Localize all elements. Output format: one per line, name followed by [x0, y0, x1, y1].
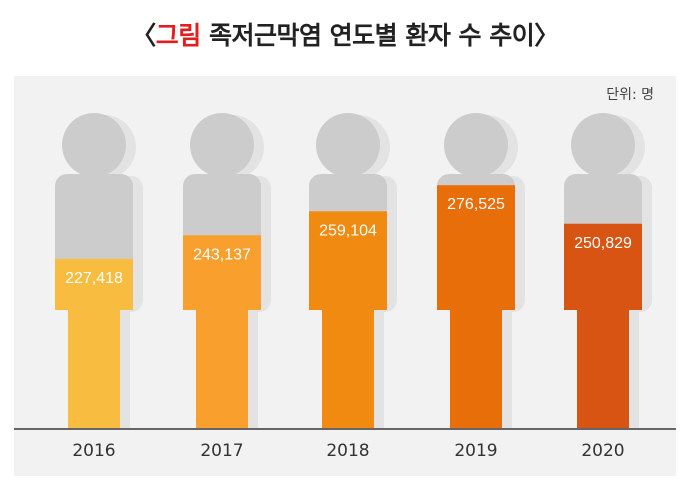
data-label: 259,104	[319, 222, 377, 239]
bar-legs	[450, 310, 502, 429]
data-label: 250,829	[574, 235, 632, 252]
data-label: 227,418	[65, 270, 123, 287]
x-tick-label: 2017	[200, 441, 243, 461]
x-tick-label: 2016	[72, 441, 115, 461]
bar-fill	[183, 235, 261, 310]
unit-label: 단위: 명	[606, 87, 654, 103]
x-tick-label: 2019	[454, 441, 497, 461]
data-label: 276,525	[447, 196, 505, 213]
bar-fill	[564, 223, 642, 310]
figure-head	[316, 113, 380, 177]
figure-head	[444, 113, 508, 177]
x-tick-label: 2018	[326, 441, 369, 461]
data-label: 243,137	[193, 246, 251, 263]
figure-head	[190, 113, 254, 177]
bar-fill	[309, 211, 387, 310]
bar-fill	[55, 258, 133, 310]
bar-legs	[577, 310, 629, 429]
title-highlight: 그림	[155, 21, 202, 50]
title-text: 족저근막염 연도별 환자 수 추이	[200, 21, 535, 50]
title-close-bracket: 〉	[534, 21, 559, 50]
figure-head	[62, 113, 126, 177]
figure-head	[571, 113, 635, 177]
title-open-bracket: 〈	[131, 21, 156, 50]
bar-legs	[68, 310, 120, 429]
bar-legs	[196, 310, 248, 429]
x-tick-label: 2020	[581, 441, 624, 461]
bar-legs	[322, 310, 374, 429]
chart-title: 〈그림 족저근막염 연도별 환자 수 추이〉	[0, 14, 690, 58]
bar-fill	[437, 185, 515, 310]
